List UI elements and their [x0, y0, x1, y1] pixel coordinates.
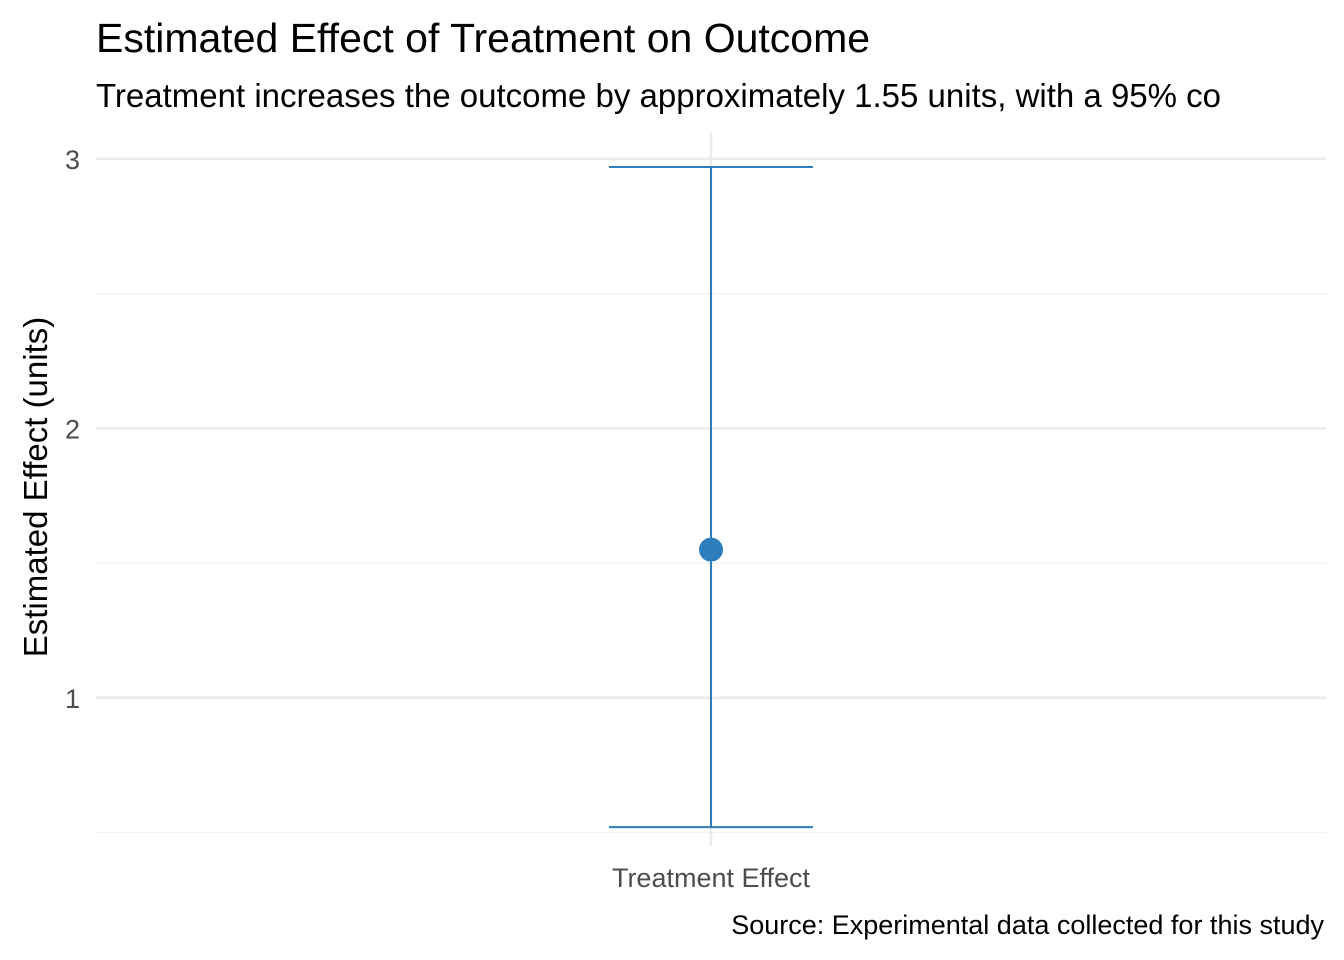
y-axis: 1 2 3	[65, 145, 80, 714]
x-tick-label: Treatment Effect	[612, 863, 811, 893]
y-tick-label: 1	[65, 684, 80, 714]
chart-title: Estimated Effect of Treatment on Outcome	[96, 15, 871, 61]
y-tick-label: 3	[65, 145, 80, 175]
y-axis-title: Estimated Effect (units)	[17, 317, 54, 658]
point-estimate	[699, 537, 723, 562]
chart-subtitle: Treatment increases the outcome by appro…	[96, 77, 1222, 114]
chart-caption: Source: Experimental data collected for …	[731, 910, 1324, 940]
x-axis: Treatment Effect	[612, 863, 811, 893]
marks	[609, 166, 813, 829]
y-tick-label: 2	[65, 414, 80, 444]
